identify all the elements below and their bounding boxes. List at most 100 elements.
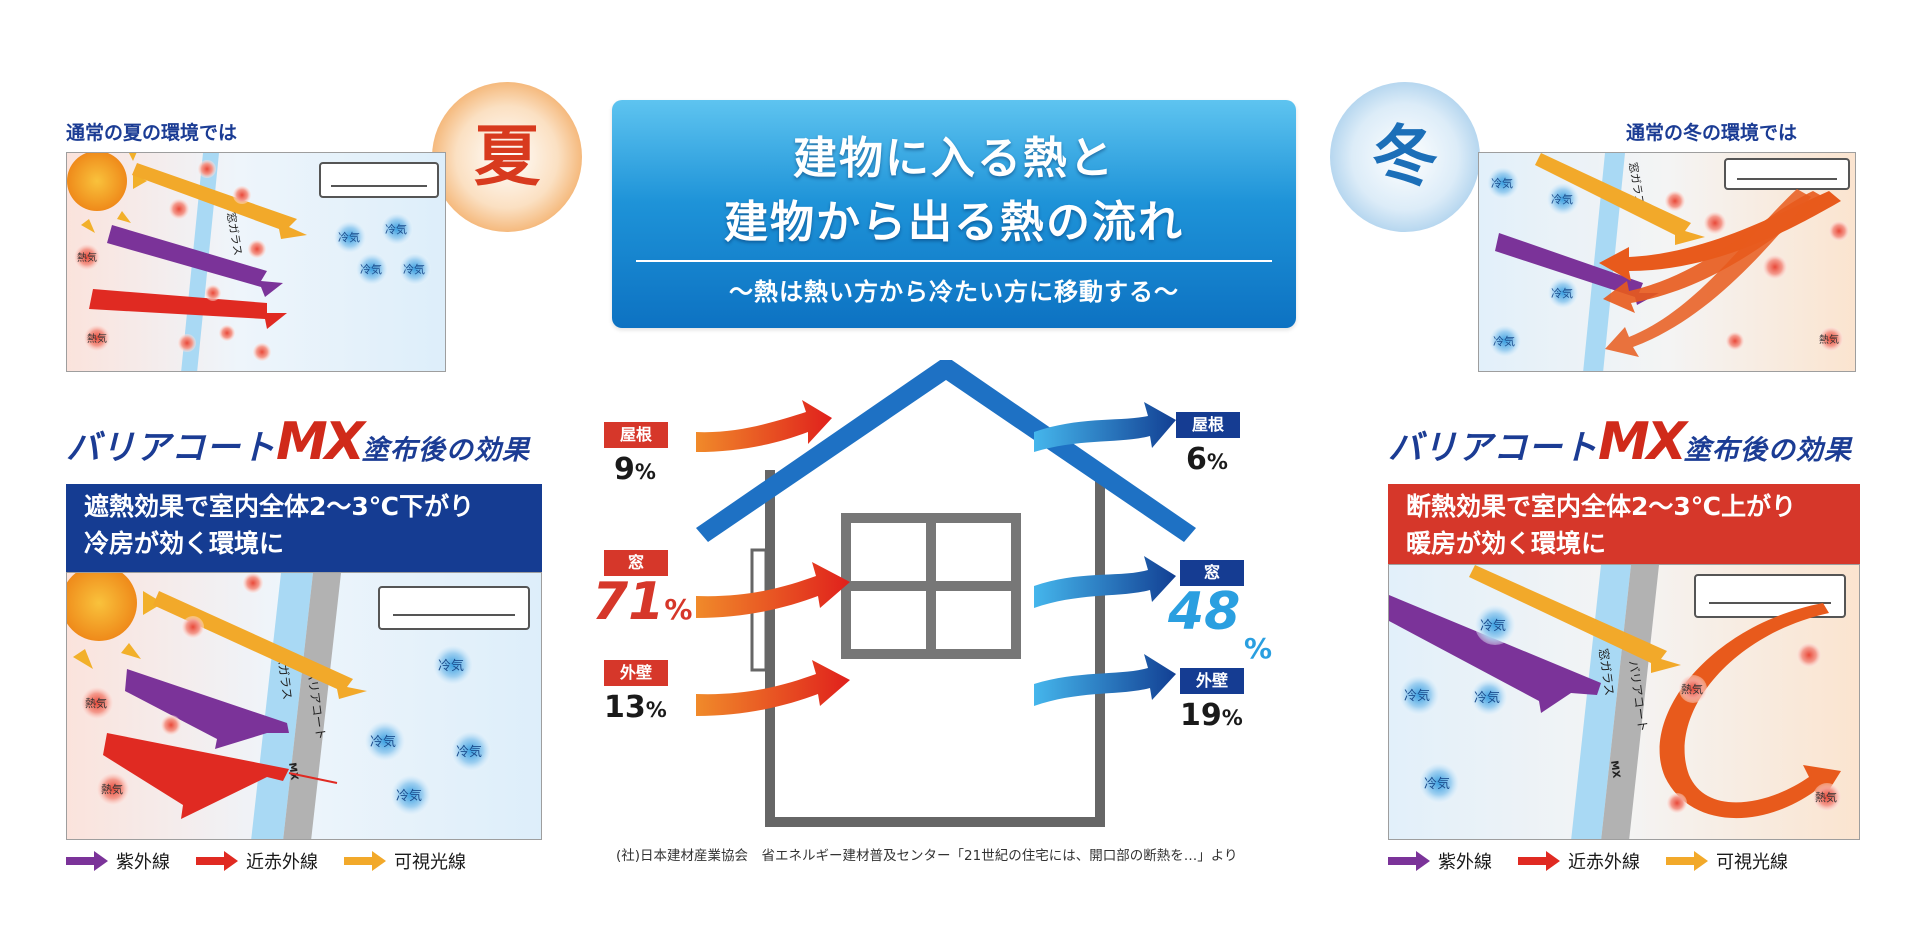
air-conditioner-icon bbox=[378, 586, 530, 630]
svg-text:冷気: 冷気 bbox=[1474, 690, 1500, 706]
legend-uv: 紫外線 bbox=[66, 848, 170, 874]
title-line-2: 建物から出る熱の流れ bbox=[724, 197, 1184, 248]
svg-text:MX: MX bbox=[1608, 760, 1621, 779]
outflow-roof-label: 屋根 bbox=[1176, 412, 1240, 438]
cold-blobs: 冷気 冷気 冷気 冷気 bbox=[1487, 167, 1579, 357]
uv-arrow-icon bbox=[66, 851, 108, 871]
svg-text:熱気: 熱気 bbox=[1815, 790, 1837, 804]
house-diagram bbox=[696, 360, 1196, 827]
sun-icon bbox=[67, 573, 163, 669]
inflow-roof-label: 屋根 bbox=[604, 422, 668, 448]
winter-effect-line1: 断熱効果で室内全体2〜3℃上がり bbox=[1406, 492, 1797, 521]
outflow-window-value: 48 bbox=[1168, 582, 1241, 642]
winter-effect-line2: 暖房が効く環境に bbox=[1406, 529, 1607, 558]
svg-text:熱気: 熱気 bbox=[101, 782, 123, 796]
roof-outflow-arrow bbox=[1034, 402, 1176, 452]
title-line-1: 建物に入る熱と bbox=[793, 133, 1115, 184]
winter-caption: 通常の冬の環境では bbox=[1626, 122, 1798, 144]
winter-normal-scene: 窓ガラス 冷気 冷気 冷気 冷気 熱気 bbox=[1478, 152, 1856, 372]
svg-text:冷気: 冷気 bbox=[360, 262, 382, 276]
visible-arrow-icon bbox=[1666, 851, 1708, 871]
svg-text:冷気: 冷気 bbox=[456, 744, 482, 760]
inflow-arrows bbox=[696, 400, 850, 716]
svg-text:冷気: 冷気 bbox=[438, 658, 464, 674]
legend-uv: 紫外線 bbox=[1388, 848, 1492, 874]
inflow-window-value: 71% bbox=[592, 572, 693, 632]
uv-arrow-icon bbox=[1388, 851, 1430, 871]
summer-effect-line2: 冷房が効く環境に bbox=[84, 529, 285, 558]
svg-text:冷気: 冷気 bbox=[396, 788, 422, 804]
svg-text:冷気: 冷気 bbox=[1551, 192, 1573, 206]
legend-nir: 近赤外線 bbox=[1518, 848, 1640, 874]
window-outflow-arrow bbox=[1034, 556, 1176, 608]
outflow-wall-value: 19% bbox=[1180, 698, 1243, 733]
title-divider bbox=[636, 260, 1272, 262]
legend-visible: 可視光線 bbox=[344, 848, 466, 874]
window-inflow-arrow bbox=[696, 562, 850, 618]
heat-blobs: 熱気 熱気 bbox=[1667, 643, 1841, 813]
brand-heading-left: バリアコートMX塗布後の効果 bbox=[66, 412, 530, 472]
svg-text:冷気: 冷気 bbox=[1424, 776, 1450, 792]
cold-blobs: 冷気 冷気 冷気 冷気 bbox=[1399, 605, 1515, 803]
house-icon bbox=[696, 360, 1196, 827]
roof-inflow-arrow bbox=[696, 400, 832, 452]
svg-text:冷気: 冷気 bbox=[1493, 334, 1515, 348]
summer-normal-scene: 窓ガラス 熱気 熱気 冷気 冷気 冷気 冷気 bbox=[66, 152, 446, 372]
outflow-window-unit: % bbox=[1244, 632, 1273, 665]
svg-text:冷気: 冷気 bbox=[1491, 176, 1513, 190]
brand-heading-right: バリアコートMX塗布後の効果 bbox=[1388, 412, 1852, 472]
inflow-roof-value: 9% bbox=[614, 452, 656, 487]
svg-text:冷気: 冷気 bbox=[403, 262, 425, 276]
inflow-window-label: 窓 bbox=[604, 550, 668, 576]
svg-text:熱気: 熱気 bbox=[87, 332, 107, 345]
summer-effect-box: 遮熱効果で室内全体2〜3℃下がり 冷房が効く環境に bbox=[66, 484, 542, 572]
legend-right: 紫外線 近赤外線 可視光線 bbox=[1388, 848, 1788, 874]
outflow-roof-value: 6% bbox=[1186, 442, 1228, 477]
nir-arrow-reflected bbox=[103, 733, 289, 819]
air-conditioner-icon bbox=[319, 162, 439, 198]
svg-text:冷気: 冷気 bbox=[370, 734, 396, 750]
uv-arrow-reflected bbox=[1389, 595, 1601, 713]
heat-blobs: 熱気 熱気 bbox=[81, 573, 263, 805]
wall-inflow-arrow bbox=[696, 660, 850, 716]
winter-coated-scene: 窓ガラス バリアコート MX 冷気 冷気 冷気 冷気 熱気 熱気 bbox=[1388, 564, 1860, 840]
svg-text:MX: MX bbox=[286, 762, 299, 781]
legend-left: 紫外線 近赤外線 可視光線 bbox=[66, 848, 466, 874]
svg-text:冷気: 冷気 bbox=[338, 230, 360, 244]
inflow-wall-value: 13% bbox=[604, 690, 667, 725]
legend-visible: 可視光線 bbox=[1666, 848, 1788, 874]
title-banner: 建物に入る熱と 建物から出る熱の流れ 〜熱は熱い方から冷たい方に移動する〜 bbox=[612, 100, 1296, 328]
window-icon bbox=[841, 513, 1021, 659]
outflow-arrows bbox=[1034, 402, 1176, 706]
heat-blobs: 熱気 bbox=[1665, 191, 1849, 351]
title-subtitle: 〜熱は熱い方から冷たい方に移動する〜 bbox=[729, 278, 1179, 306]
uv-arrow bbox=[107, 225, 283, 297]
visible-light-arrow bbox=[153, 591, 367, 699]
summer-effect-line1: 遮熱効果で室内全体2〜3℃下がり bbox=[84, 492, 475, 521]
uv-arrow bbox=[1495, 233, 1659, 305]
winter-badge: 冬 bbox=[1330, 82, 1480, 232]
source-note: (社)日本建材産業協会 省エネルギー建材普及センター「21世紀の住宅には、開口部… bbox=[616, 848, 1238, 864]
svg-text:冷気: 冷気 bbox=[1551, 286, 1573, 300]
svg-text:冷気: 冷気 bbox=[1480, 618, 1506, 634]
wall-outflow-arrow bbox=[1034, 654, 1176, 706]
cold-blobs: 冷気 冷気 冷気 冷気 bbox=[365, 645, 491, 815]
uv-arrow-reflected bbox=[125, 669, 289, 749]
heat-blobs: 熱気 熱気 bbox=[74, 160, 271, 361]
svg-text:熱気: 熱気 bbox=[77, 251, 97, 264]
outflow-window-label: 窓 bbox=[1180, 560, 1244, 586]
sun-icon bbox=[67, 153, 147, 233]
visible-light-arrow bbox=[1469, 565, 1681, 673]
nir-arrow-icon bbox=[196, 851, 238, 871]
nir-arrow bbox=[89, 289, 287, 329]
legend-nir: 近赤外線 bbox=[196, 848, 318, 874]
nir-arrow-icon bbox=[1518, 851, 1560, 871]
visible-light-arrow bbox=[132, 163, 307, 239]
summer-coated-scene: 窓ガラス バリアコート MX 熱気 熱気 冷気 冷気 冷気 冷気 bbox=[66, 572, 542, 840]
svg-text:熱気: 熱気 bbox=[1681, 682, 1703, 696]
svg-text:冷気: 冷気 bbox=[385, 222, 407, 236]
svg-text:熱気: 熱気 bbox=[85, 696, 107, 710]
visible-arrow-icon bbox=[344, 851, 386, 871]
inflow-wall-label: 外壁 bbox=[604, 660, 668, 686]
svg-text:窓ガラス: 窓ガラス bbox=[1596, 647, 1618, 696]
